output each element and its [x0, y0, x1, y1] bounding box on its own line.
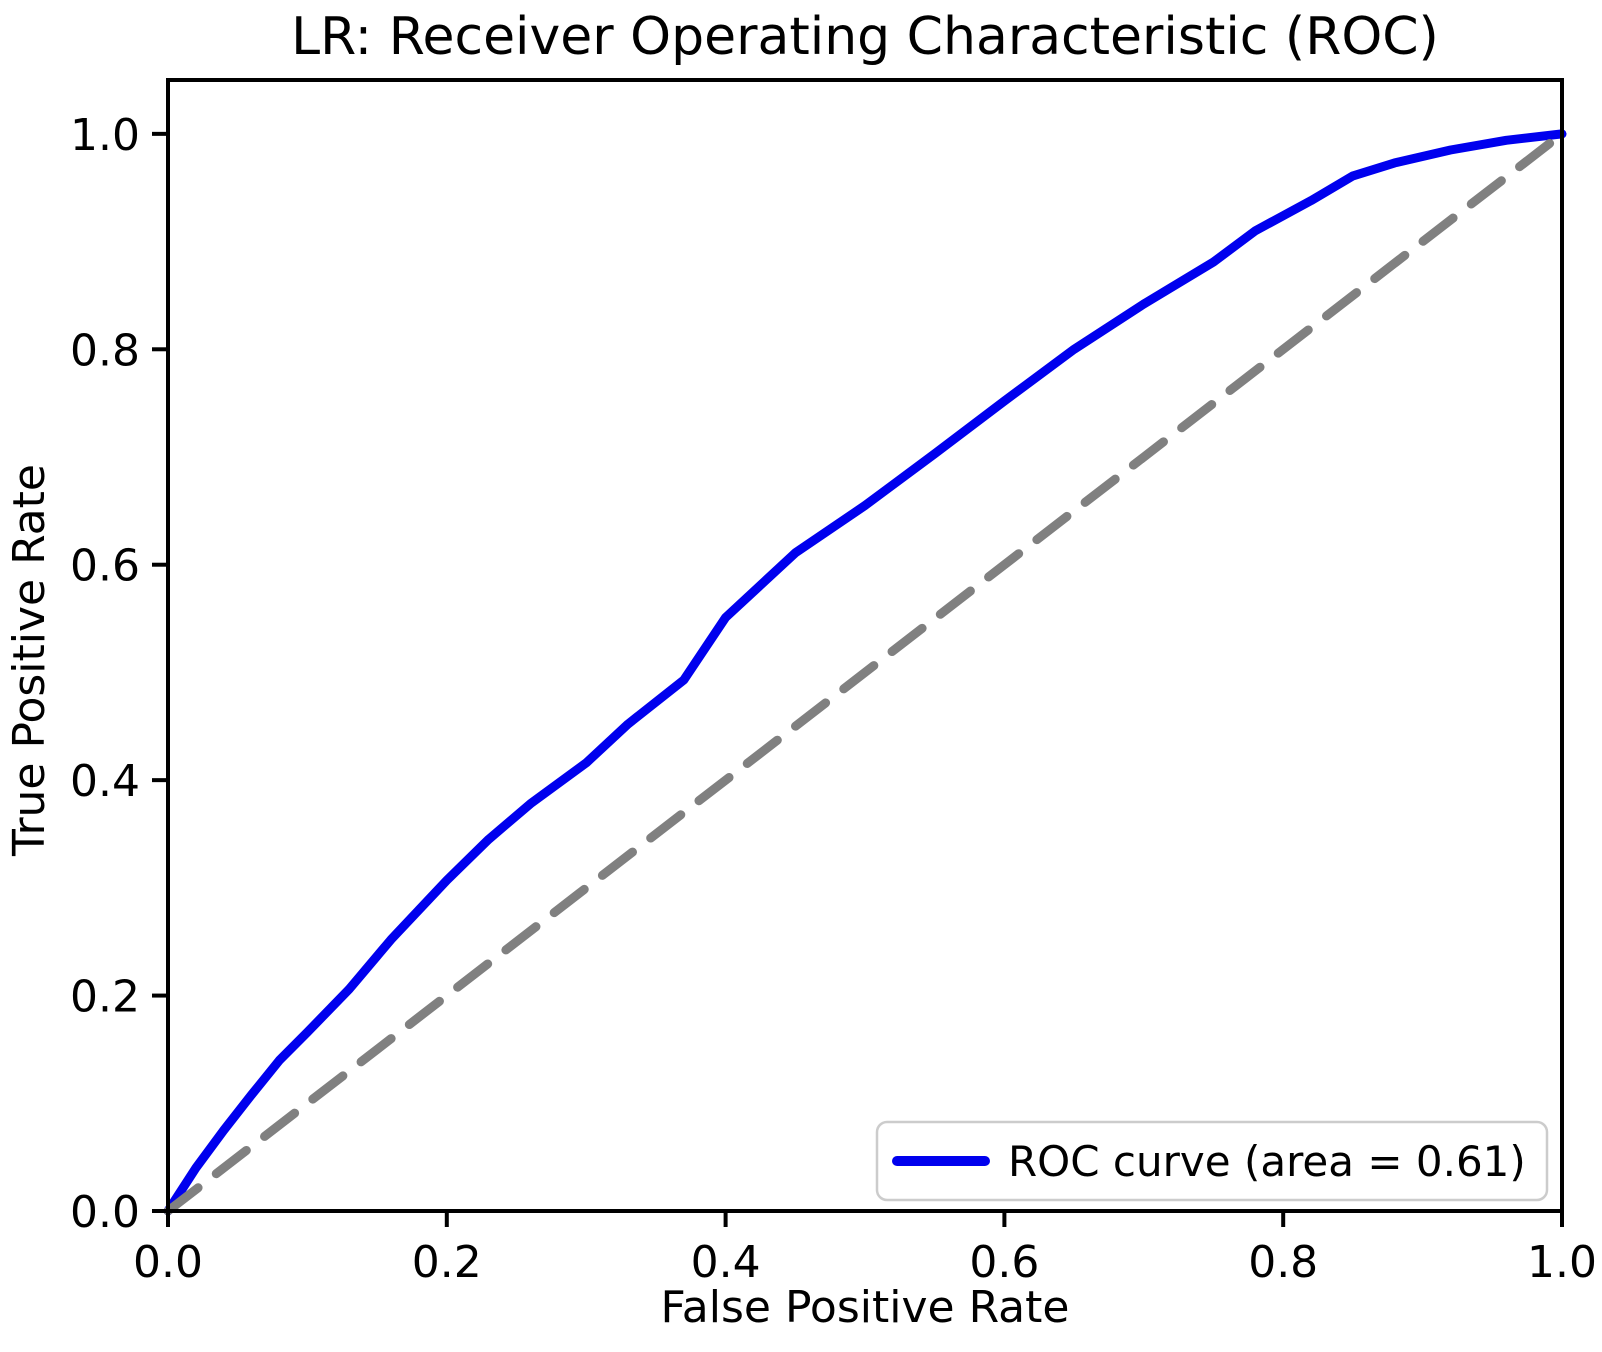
y-tick-label: 1.0: [70, 110, 140, 161]
x-tick-label: 1.0: [1527, 1237, 1597, 1288]
x-tick-label: 0.8: [1248, 1237, 1318, 1288]
x-tick-label: 0.4: [691, 1237, 761, 1288]
x-axis-label: False Positive Rate: [661, 1282, 1070, 1333]
chance-diagonal-line: [163, 129, 1567, 1216]
x-tick-label: 0.0: [133, 1237, 203, 1288]
x-tick-label: 0.2: [412, 1237, 482, 1288]
x-tick-label: 0.6: [969, 1237, 1039, 1288]
y-tick-label: 0.2: [70, 972, 140, 1023]
plot-area: 0.0 0.2 0.4 0.6 0.8 1.0 0.0 0.2 0.4 0.6 0.8 1.0: [70, 78, 1597, 1288]
y-tick-label: 0.6: [70, 541, 140, 592]
y-tick-label: 0.8: [70, 325, 140, 376]
y-axis-label: True Positive Rate: [4, 464, 55, 857]
legend: ROC curve (area = 0.61): [875, 1120, 1549, 1202]
y-tick-label: 0.4: [70, 756, 140, 807]
y-tick-label: 0.0: [70, 1187, 140, 1238]
legend-entry-label: ROC curve (area = 0.61): [1008, 1137, 1526, 1186]
chart-title: LR: Receiver Operating Characteristic (R…: [291, 7, 1439, 67]
legend-box: [875, 1120, 1549, 1202]
axes-frame: [166, 78, 1564, 1213]
roc-curve-line: [163, 129, 1567, 1216]
